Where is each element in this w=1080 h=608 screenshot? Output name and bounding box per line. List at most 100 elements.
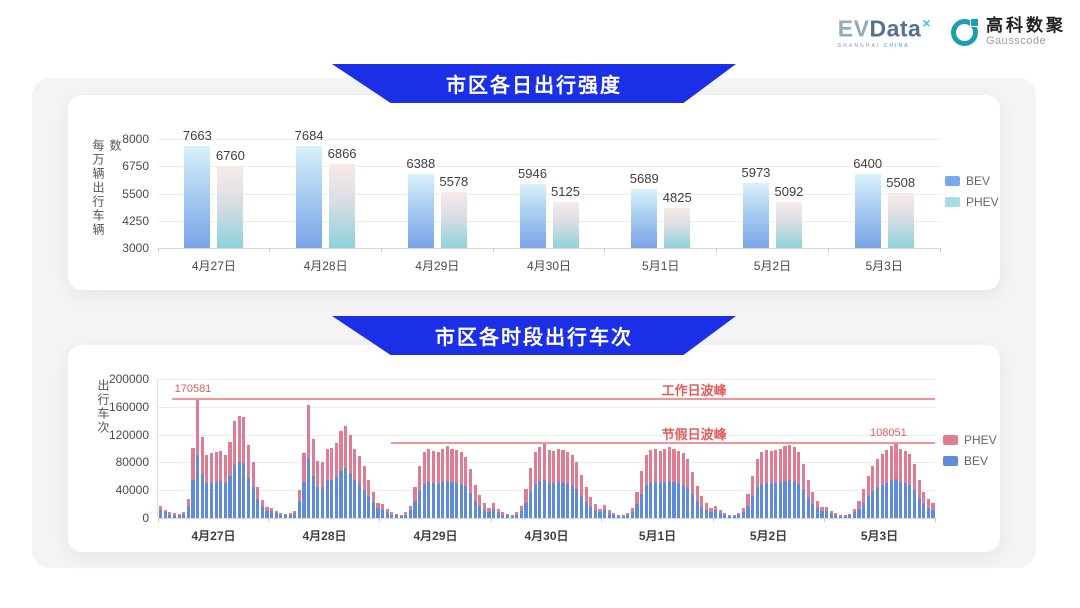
chart2-phev-segment [182,511,186,514]
chart2-stacked-bar [815,500,819,518]
chart1-axis-tick [939,248,941,252]
chart1-legend-item-bev[interactable]: BEV [945,174,999,188]
chart2-bev-segment [556,481,560,518]
chart2-phev-segment [695,486,699,502]
chart2-stacked-bar [464,456,468,518]
chart2-phev-segment [325,449,329,481]
chart1-axis-tick [827,248,829,252]
chart2-gridline [158,462,935,464]
chart2-axis-tick [712,518,714,522]
chart2-phev-segment [917,479,921,498]
chart2-stacked-bar [866,476,870,518]
chart2-bev-segment [399,515,403,518]
chart2-phev-segment [649,449,653,483]
chart2-phev-segment [256,486,260,500]
chart2-phev-segment [219,451,223,482]
chart1-axis-tick [492,248,494,252]
chart2-y-axis-line [157,379,158,518]
chart2-stacked-bar [908,454,912,518]
chart2-bev-segment [769,483,773,518]
chart2-legend-item-phev[interactable]: PHEV [943,433,997,447]
chart2-phev-segment [616,514,620,516]
chart2-stacked-bar [445,446,449,518]
chart2-bev-segment [542,479,546,518]
chart2-stacked-bar [852,508,856,518]
chart2-stacked-bar [330,447,334,518]
chart2-stacked-bar [237,415,241,518]
chart2-phev-segment [320,462,324,488]
chart2-phev-segment [492,503,496,509]
chart2-bev-segment [589,506,593,518]
chart2-stacked-bar [755,458,759,518]
chart2-stacked-bar [418,465,422,518]
chart2-axis-tick [490,518,492,522]
chart2-stacked-bar [404,512,408,518]
chart2-phev-segment [399,514,403,516]
chart1-group-6: 5973 5092 5月2日 [717,139,829,273]
chart2-bev-segment [519,510,523,518]
chart1-legend-item-phev[interactable]: PHEV [945,195,999,209]
chart2-legend-item-bev[interactable]: BEV [943,454,997,468]
chart2-bev-segment [547,482,551,518]
chart2-bev-segment [270,511,274,518]
chart2-stacked-bar [371,491,375,518]
header: EVData× SHANGHAI CHINA 高科数聚 Gausscode [838,16,1066,49]
chart2-stacked-bar [570,455,574,518]
chart2-phev-segment [371,491,375,503]
chart2-phev-segment [899,448,903,482]
chart2-bev-segment [612,514,616,518]
chart2-phev-segment [862,488,866,503]
chart2-phev-segment [852,508,856,513]
chart2-stacked-bar [182,511,186,518]
chart2-stacked-bar [510,514,514,518]
chart2-phev-segment [408,505,412,511]
chart2-stacked-bar [584,487,588,518]
chart2-phev-segment [441,448,445,482]
chart2-phev-segment [418,465,422,491]
chart2-phev-segment [778,448,782,482]
chart2-y-tick-label: 120000 [108,427,149,442]
chart2-title-banner: 市区各时段出行车次 [332,316,736,355]
chart2-stacked-bar [459,451,463,518]
chart2-stacked-bar [381,504,385,518]
chart2-axis-tick [823,518,825,522]
chart2-stacked-bar [695,486,699,518]
chart2-stacked-bar [159,506,163,518]
chart1-bar-phev: 5578 [439,174,468,248]
chart1-value-label-phev: 6760 [215,148,245,164]
chart2-phev-segment [455,449,459,483]
chart2-bev-segment [778,481,782,518]
chart2-phev-segment [677,450,681,484]
chart2-stacked-bar [834,513,838,518]
chart2-stacked-bar [505,513,509,518]
chart2-phev-segment [931,502,935,510]
chart2-stacked-bar [667,447,671,518]
chart2-phev-segment [885,449,889,483]
chart2-stacked-bar [732,514,736,518]
chart2-stacked-bar [561,449,565,518]
chart2-phev-segment [621,514,625,516]
chart2-bev-segment [265,510,269,518]
chart2-phev-segment [344,426,348,468]
chart2-stacked-bar [501,512,505,518]
chart2-bev-segment [709,512,713,518]
chart2-stacked-bar [492,503,496,518]
chart2-bev-segment [468,492,472,518]
chart2-stacked-bar [575,462,579,518]
chart1-x-label: 5月3日 [865,259,903,273]
chart2-phev-segment [672,448,676,482]
chart2-bev-segment [653,481,657,518]
chart2-phev-segment [404,512,408,515]
chart2-phev-segment [394,513,398,516]
chart2-bev-segment [723,514,727,518]
holiday_peak-label: 节假日波峰 [661,426,727,442]
chart1-gridline [158,248,940,249]
chart2-phev-segment [607,509,611,513]
chart2-bev-segment [246,478,250,518]
chart2-phev-segment [903,451,907,484]
chart2-stacked-bar [260,499,264,518]
chart2-phev-segment [172,513,176,515]
chart1-legend: BEV PHEV [945,174,999,209]
chart2-stacked-bar [279,513,283,518]
